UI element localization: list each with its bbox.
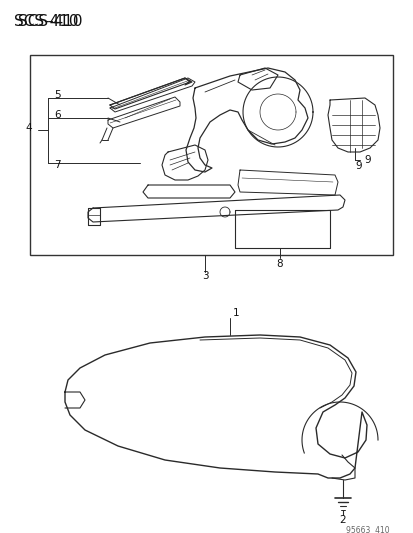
Text: 9: 9: [363, 155, 370, 165]
Bar: [30, 55, 392, 255]
Text: 3: 3: [201, 271, 208, 281]
Text: 9: 9: [354, 161, 361, 171]
Text: SCS-410: SCS-410: [14, 14, 78, 29]
Text: 95663  410: 95663 410: [346, 526, 389, 533]
Text: 5: 5: [54, 90, 60, 100]
Text: 2: 2: [339, 515, 346, 525]
Text: 6: 6: [54, 110, 60, 120]
Text: 7: 7: [54, 160, 60, 170]
Text: SCS-410: SCS-410: [18, 14, 82, 29]
Text: 1: 1: [233, 308, 239, 318]
Text: 8: 8: [276, 259, 282, 269]
Text: 4: 4: [25, 123, 32, 133]
